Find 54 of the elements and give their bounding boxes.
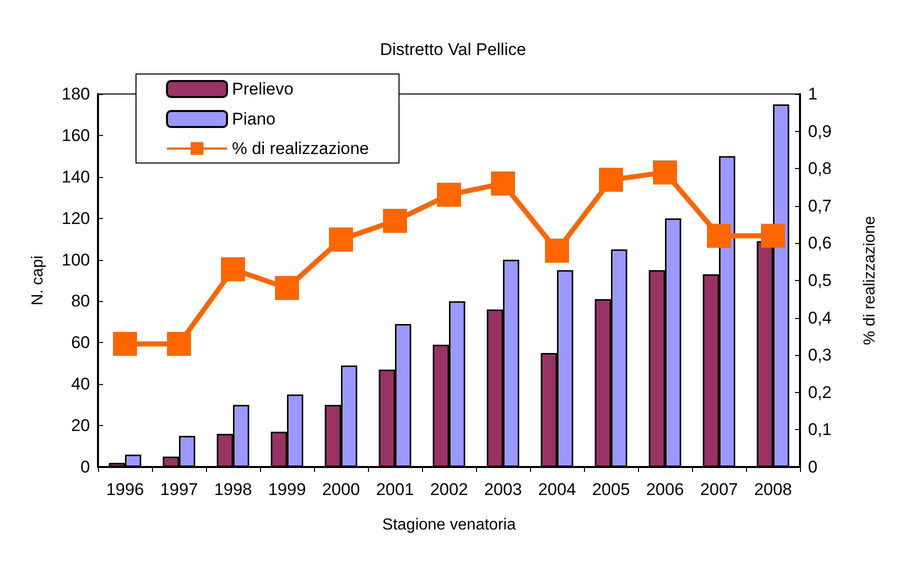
y2-axis-title: % di realizzazione (862, 216, 878, 345)
point (167, 332, 191, 356)
x-tick-label: 1996 (106, 480, 144, 499)
y-tick-label: 140 (62, 167, 90, 186)
y-tick-label: 80 (71, 292, 90, 311)
point (491, 172, 515, 196)
y-tick-label: 120 (62, 208, 90, 228)
x-tick-label: 1997 (160, 480, 198, 499)
x-tick-label: 2000 (322, 480, 360, 499)
y-tick-label: 20 (71, 416, 90, 436)
legend-label: Prelievo (232, 80, 294, 98)
y2-tick-label: 0,6 (808, 234, 832, 253)
y2-tick-label: 0 (808, 458, 818, 476)
point (707, 224, 731, 248)
x-tick-label: 2007 (700, 480, 738, 499)
point (275, 276, 299, 300)
point (653, 160, 677, 184)
x-tick-label: 2004 (538, 480, 576, 499)
x-tick-label: 2003 (484, 480, 522, 499)
x-tick-label: 2008 (754, 480, 792, 499)
legend-label: % di realizzazione (232, 139, 370, 158)
y2-tick-label: 0,7 (808, 196, 832, 216)
y-tick-label: 160 (62, 126, 90, 145)
y2-tick-label: 0,9 (808, 122, 832, 141)
point (221, 257, 245, 282)
x-tick-label: 2005 (592, 480, 630, 499)
y2-tick-label: 1 (808, 84, 818, 104)
x-axis-title: Stagione venatoria (382, 516, 516, 534)
chart-title: Distretto Val Pellice (380, 40, 526, 59)
y2-tick-label: 0,2 (808, 382, 832, 402)
y2-tick-label: 0,8 (808, 159, 832, 178)
x-tick-label: 1999 (268, 480, 306, 499)
y-tick-label: 60 (71, 333, 90, 352)
y2-tick-label: 0,4 (808, 308, 832, 328)
x-tick-label: 2001 (376, 480, 414, 499)
y-tick-label: 40 (71, 374, 90, 394)
point (113, 332, 137, 356)
x-tick-label: 1998 (214, 480, 252, 499)
y-axis-title: N. capi (30, 256, 46, 306)
y-tick-label: 0 (80, 458, 90, 476)
point (329, 227, 353, 252)
point (761, 224, 785, 248)
point (599, 168, 623, 192)
y2-tick-label: 0,3 (808, 346, 832, 365)
point (545, 238, 569, 263)
x-tick-label: 2006 (646, 480, 684, 499)
point (437, 182, 461, 207)
y-tick-label: 180 (62, 84, 90, 104)
point (383, 208, 407, 233)
y-tick-label: 100 (62, 250, 90, 270)
x-tick-label: 2002 (430, 480, 468, 499)
y2-tick-label: 0,5 (808, 271, 832, 290)
y2-tick-label: 0,1 (808, 420, 832, 440)
legend-label: Piano (232, 110, 276, 128)
